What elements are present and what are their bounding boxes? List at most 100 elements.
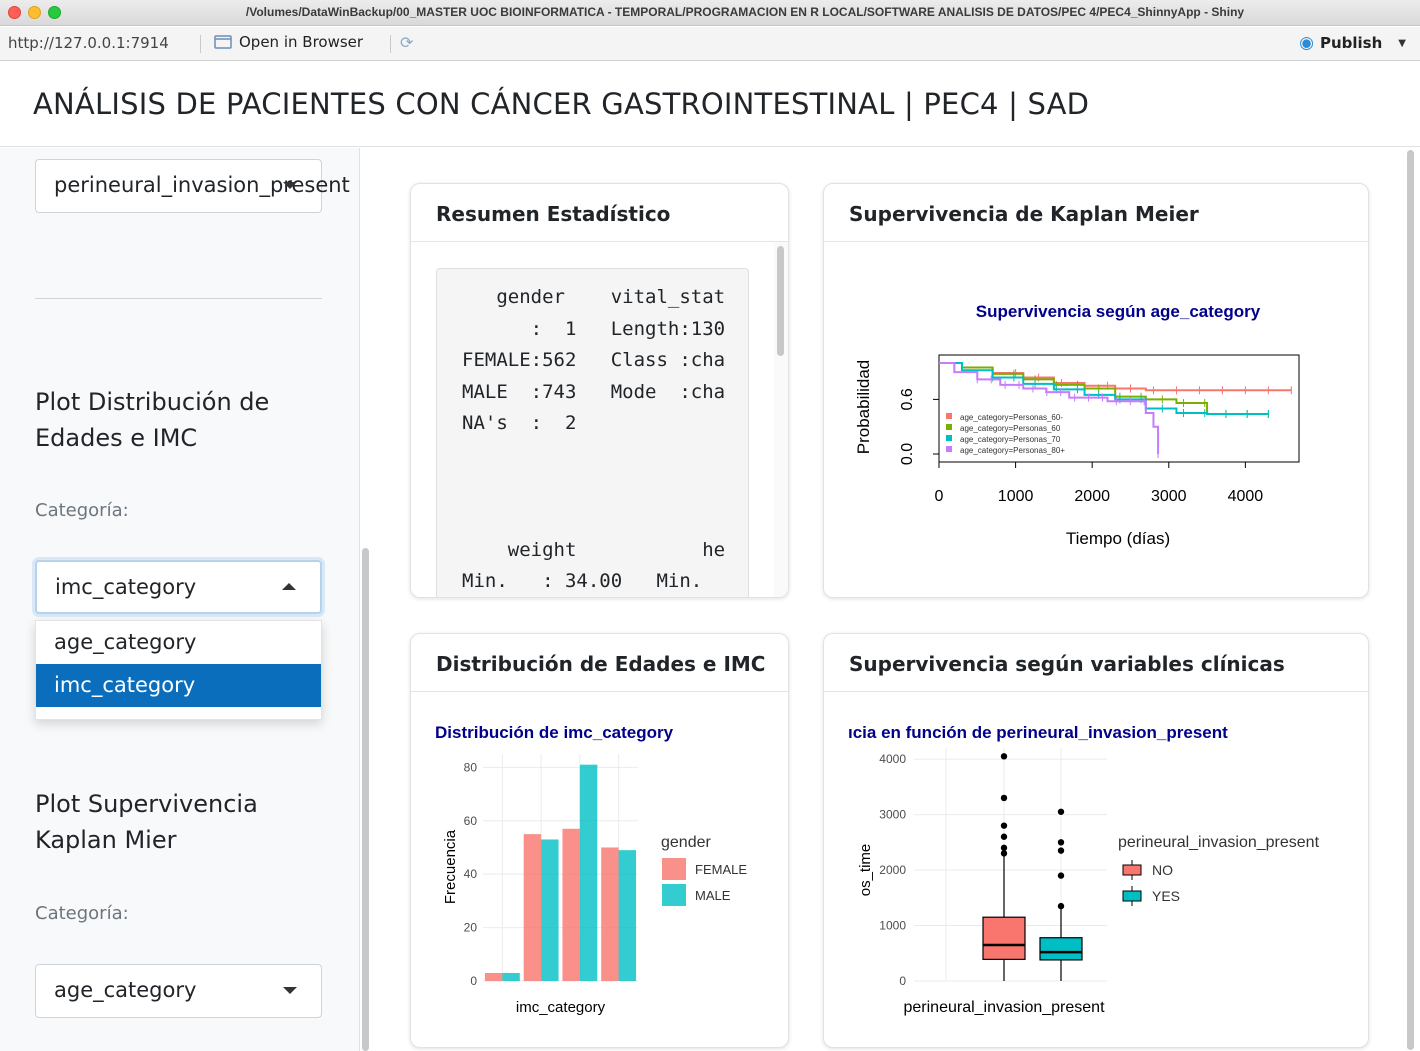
- card-title: Supervivencia según variables clínicas: [824, 634, 1368, 692]
- distribution-card: Distribución de Edades e IMC Distribució…: [410, 633, 789, 1048]
- km-series-line: [939, 362, 1160, 454]
- bar: [579, 764, 598, 981]
- x-tick-label: 0: [935, 488, 944, 505]
- chevron-down-icon: [283, 987, 297, 994]
- y-tick-label: 60: [464, 814, 478, 828]
- refresh-icon[interactable]: ⟳: [400, 33, 414, 52]
- minimize-window-button[interactable]: [28, 6, 41, 19]
- y-tick-label: 0.0: [899, 443, 916, 465]
- card-scrollbar[interactable]: [777, 246, 784, 356]
- sidebar-scrollbar[interactable]: [362, 548, 369, 1051]
- legend-swatch: [946, 446, 952, 452]
- card-title: Distribución de Edades e IMC: [411, 634, 788, 692]
- y-tick-label: 80: [464, 760, 478, 774]
- summary-line: MALE :743 Mode :cha: [462, 380, 726, 403]
- publish-label: Publish: [1319, 34, 1383, 52]
- publish-icon: ◉: [1299, 33, 1314, 53]
- legend-swatch: [946, 424, 952, 430]
- legend-swatch: [1122, 890, 1142, 902]
- y-tick-label: 1000: [879, 919, 906, 933]
- outlier-point: [1000, 794, 1008, 802]
- clinical-variable-select[interactable]: perineural_invasion_present: [35, 159, 350, 213]
- zoom-window-button[interactable]: [48, 6, 61, 19]
- box: [982, 916, 1026, 960]
- chevron-up-icon: [282, 583, 296, 590]
- bar: [484, 972, 503, 981]
- close-window-button[interactable]: [8, 6, 21, 19]
- km-series-line: [939, 362, 1269, 415]
- legend-label: age_category=Personas_80+: [960, 446, 1065, 455]
- legend-swatch: [662, 858, 686, 880]
- bar: [502, 972, 520, 981]
- chart-title: ıcia en función de perineural_invasion_p…: [848, 723, 1228, 742]
- chevron-down-icon: [283, 182, 297, 189]
- km-category-select[interactable]: age_category: [35, 964, 322, 1018]
- summary-line: : 1 Length:130: [462, 317, 726, 340]
- y-axis-label: os_time: [857, 844, 874, 897]
- distribution-chart: Distribución de imc_category 0 20 40 60 80 imc…: [435, 723, 747, 1016]
- dropdown-option[interactable]: age_category: [54, 630, 197, 654]
- legend-title: perineural_invasion_present: [1118, 834, 1320, 851]
- bar: [541, 839, 559, 981]
- legend-swatch: [662, 884, 686, 906]
- dropdown-option-selected[interactable]: imc_category: [36, 664, 321, 707]
- bar: [523, 834, 542, 981]
- summary-card: Resumen Estadístico gender vital_stat : …: [410, 183, 789, 598]
- outlier-point: [1000, 833, 1008, 840]
- publish-button[interactable]: ◉ Publish ▼: [1299, 33, 1406, 53]
- open-in-browser-button[interactable]: Open in Browser: [213, 33, 363, 51]
- y-tick-label: 20: [464, 921, 478, 935]
- window-titlebar: /Volumes/DataWinBackup/00_MASTER UOC BIO…: [0, 0, 1420, 26]
- summary-line: NA's : 2: [462, 412, 726, 435]
- x-tick-label: 2000: [1074, 488, 1110, 505]
- summary-line: weight he: [462, 538, 726, 561]
- sidebar: perineural_invasion_present Plot Distrib…: [0, 148, 360, 1051]
- outlier-point: [1000, 844, 1008, 852]
- summary-output: gender vital_stat : 1 Length:130 FEMALE:…: [436, 268, 749, 597]
- outlier-point: [1057, 902, 1065, 910]
- km-card: Supervivencia de Kaplan Meier Superviven…: [823, 183, 1369, 598]
- y-tick-label: 4000: [879, 752, 906, 766]
- y-tick-label: 0: [470, 974, 477, 988]
- clinical-card: Supervivencia según variables clínicas ı…: [823, 633, 1369, 1048]
- browser-icon: [214, 35, 232, 49]
- viewer-toolbar: http://127.0.0.1:7914 Open in Browser ⟳ …: [0, 27, 1420, 61]
- bar: [601, 847, 619, 981]
- km-category-label: Categoría:: [35, 903, 129, 924]
- chevron-down-icon[interactable]: ▼: [1398, 37, 1406, 49]
- legend-label: NO: [1152, 862, 1173, 878]
- legend-label: age_category=Personas_60-: [960, 413, 1063, 422]
- distribution-category-select[interactable]: imc_category: [35, 560, 322, 614]
- toolbar-separator: [390, 35, 391, 53]
- legend-title: gender: [661, 834, 711, 851]
- outlier-point: [1000, 850, 1008, 857]
- clinical-boxplot-chart: ıcia en función de perineural_invasion_p…: [848, 723, 1320, 1016]
- plot-frame: [938, 354, 1300, 463]
- y-tick-label: 2000: [879, 863, 906, 877]
- x-axis-label: imc_category: [516, 999, 606, 1016]
- x-tick-label: 1000: [998, 488, 1034, 505]
- legend-label: MALE: [695, 888, 731, 903]
- legend-swatch: [946, 435, 952, 441]
- box: [1039, 937, 1083, 961]
- km-series-line: [939, 362, 1269, 415]
- outlier-point: [1000, 753, 1008, 760]
- x-axis-label: perineural_invasion_present: [903, 999, 1105, 1016]
- app-header: ANÁLISIS DE PACIENTES CON CÁNCER GASTROI…: [0, 62, 1420, 147]
- legend-label: FEMALE: [695, 862, 747, 877]
- window-title: /Volumes/DataWinBackup/00_MASTER UOC BIO…: [245, 5, 1245, 19]
- page-title: ANÁLISIS DE PACIENTES CON CÁNCER GASTROI…: [33, 87, 1090, 121]
- section-title-distribution: Plot Distribución de Edades e IMC: [35, 388, 270, 452]
- legend-label: age_category=Personas_60: [960, 424, 1061, 433]
- select-value: age_category: [54, 978, 197, 1002]
- toolbar-separator: [200, 35, 201, 53]
- url-display: http://127.0.0.1:7914: [8, 34, 169, 52]
- open-in-browser-label: Open in Browser: [239, 33, 364, 51]
- divider: [35, 298, 322, 299]
- x-tick-label: 4000: [1228, 488, 1264, 505]
- outlier-point: [1057, 808, 1065, 815]
- main-scrollbar[interactable]: [1407, 150, 1414, 1050]
- select-value: perineural_invasion_present: [54, 173, 350, 197]
- x-axis-label: Tiempo (días): [1066, 529, 1170, 548]
- outlier-point: [1057, 872, 1065, 879]
